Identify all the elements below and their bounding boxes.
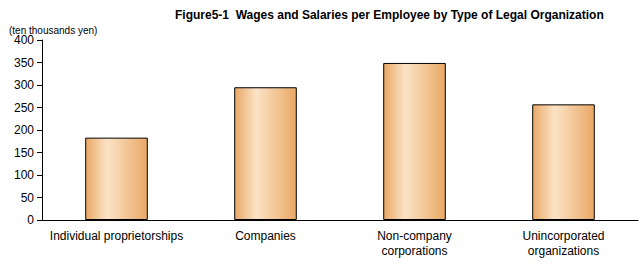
svg-text:corporations: corporations: [381, 244, 447, 258]
svg-text:150: 150: [14, 146, 34, 160]
svg-text:Companies: Companies: [235, 229, 296, 243]
svg-text:300: 300: [14, 78, 34, 92]
svg-text:100: 100: [14, 168, 34, 182]
svg-text:organizations: organizations: [528, 244, 599, 258]
svg-text:Figure5-1 Wages and Salaries: Figure5-1 Wages and Salaries per Employe…: [175, 8, 604, 22]
svg-text:400: 400: [14, 33, 34, 47]
svg-text:50: 50: [21, 191, 35, 205]
svg-text:200: 200: [14, 123, 34, 137]
svg-text:0: 0: [27, 213, 34, 227]
svg-text:Non-company: Non-company: [377, 229, 452, 243]
svg-text:Unincorporated: Unincorporated: [522, 229, 604, 243]
svg-text:250: 250: [14, 101, 34, 115]
svg-text:Individual proprietorships: Individual proprietorships: [50, 229, 183, 243]
svg-text:(ten thousands yen): (ten thousands yen): [9, 25, 97, 36]
svg-text:350: 350: [14, 56, 34, 70]
